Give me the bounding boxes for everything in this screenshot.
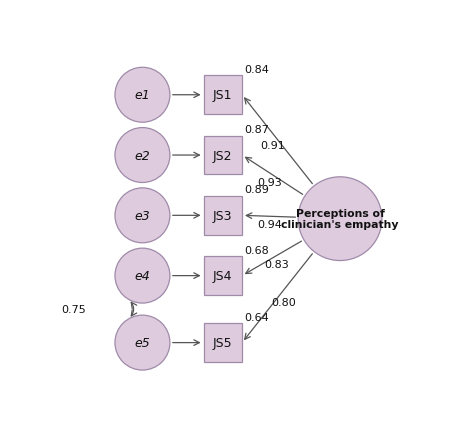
- Text: JS4: JS4: [213, 270, 233, 283]
- Text: JS5: JS5: [213, 336, 233, 349]
- Bar: [203, 197, 242, 235]
- Text: 0.84: 0.84: [244, 65, 269, 75]
- Text: e1: e1: [135, 89, 150, 102]
- Text: JS3: JS3: [213, 209, 233, 222]
- Text: JS2: JS2: [213, 149, 233, 162]
- Text: 0.75: 0.75: [62, 304, 86, 314]
- Text: 0.93: 0.93: [257, 177, 282, 187]
- Text: e3: e3: [135, 209, 150, 222]
- Text: 0.87: 0.87: [244, 125, 269, 135]
- Circle shape: [115, 128, 170, 183]
- Text: 0.89: 0.89: [244, 185, 269, 195]
- Circle shape: [115, 188, 170, 243]
- Text: e5: e5: [135, 336, 150, 349]
- Circle shape: [115, 249, 170, 303]
- Text: e2: e2: [135, 149, 150, 162]
- Bar: [203, 257, 242, 295]
- Bar: [203, 76, 242, 115]
- Text: 0.94: 0.94: [257, 219, 283, 229]
- Bar: [203, 136, 242, 175]
- Text: Perceptions of
clinician's empathy: Perceptions of clinician's empathy: [281, 208, 399, 230]
- Text: 0.68: 0.68: [244, 245, 268, 255]
- Text: 0.91: 0.91: [260, 141, 285, 151]
- Circle shape: [115, 316, 170, 370]
- Circle shape: [298, 178, 382, 261]
- Circle shape: [115, 68, 170, 123]
- Text: e4: e4: [135, 270, 150, 283]
- Text: 0.64: 0.64: [244, 312, 268, 322]
- Bar: [203, 324, 242, 362]
- Text: 0.80: 0.80: [272, 297, 296, 307]
- Text: JS1: JS1: [213, 89, 233, 102]
- Text: 0.83: 0.83: [264, 260, 289, 270]
